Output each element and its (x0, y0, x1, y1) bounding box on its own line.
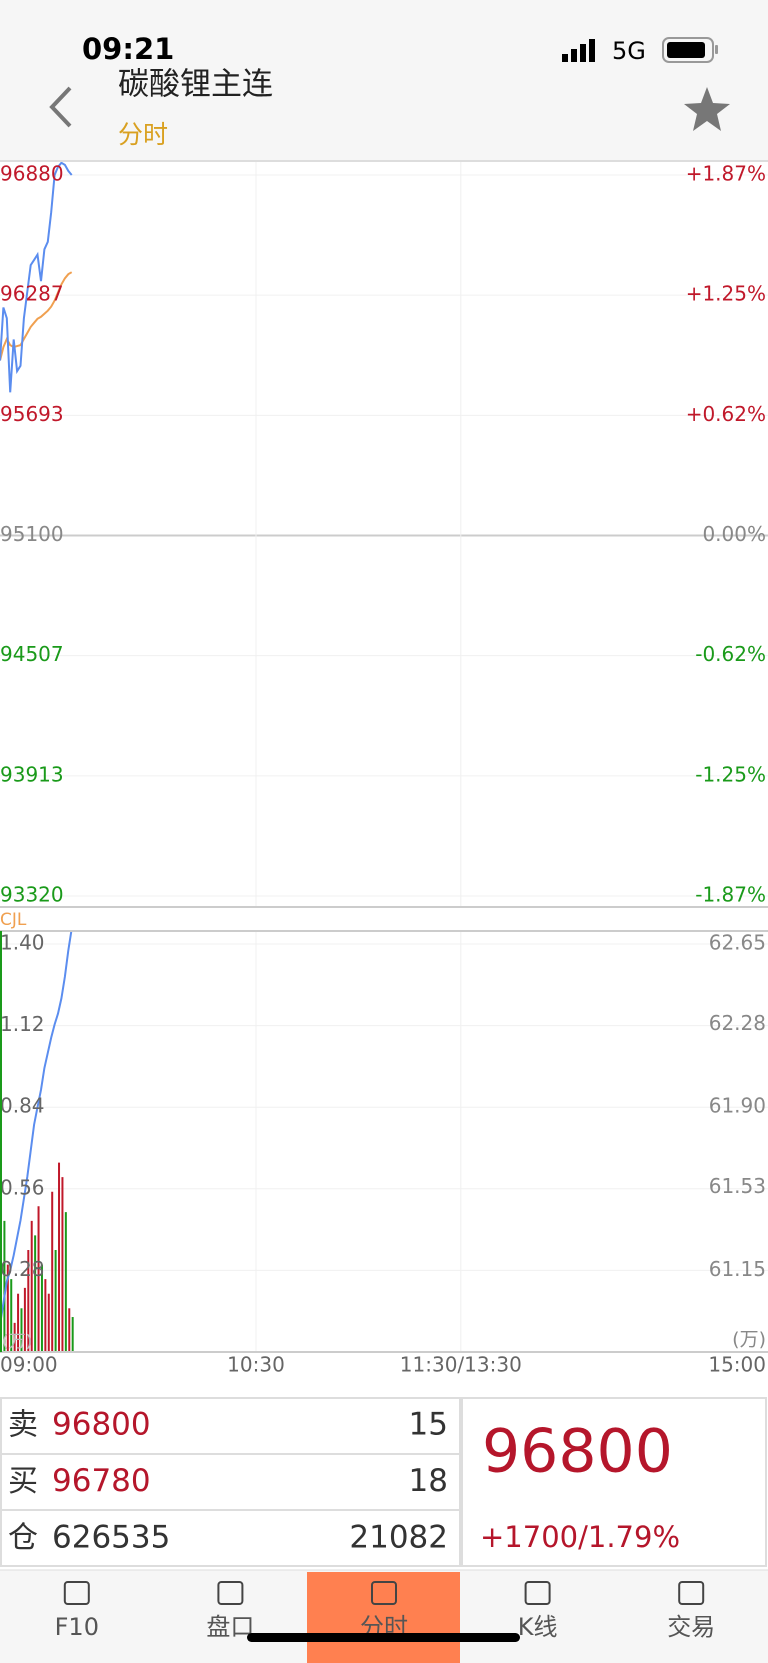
volume-tick-label: 0.28 (0, 1257, 45, 1281)
tab-label: 交易 (667, 1613, 715, 1641)
price-tick-label: 94507 (0, 642, 64, 666)
volume-label: CJL (0, 910, 27, 930)
oi-tick-label: 61.53 (709, 1174, 766, 1198)
quote-price: 96800 (52, 1407, 151, 1443)
pct-tick-label: +1.25% (686, 282, 766, 306)
oi-tick-label: 62.65 (709, 931, 766, 955)
title: 碳酸锂主连 (118, 67, 273, 103)
pct-tick-label: -0.62% (695, 642, 766, 666)
subtitle: 分时 (118, 120, 168, 149)
quote-side: 卖 (8, 1408, 38, 1443)
price-line (0, 162, 73, 393)
tab-icon (217, 1581, 244, 1605)
price-tick-label: 95693 (0, 402, 64, 426)
battery-icon (662, 37, 718, 63)
quote-volume: 18 (409, 1463, 448, 1499)
volume-unit-left: (万) (2, 1332, 32, 1352)
quote-price: 626535 (52, 1520, 170, 1556)
volume-tick-label: 1.12 (0, 1012, 45, 1036)
x-tick-label: 10:30 (227, 1353, 285, 1377)
pct-tick-label: -1.25% (695, 762, 766, 786)
price-tick-label: 93913 (0, 762, 64, 786)
volume-unit: (万) (732, 1329, 766, 1351)
quote: 卖 96800 15 买 96780 18 仓 626535 21082 (8, 1407, 448, 1556)
back-button[interactable] (49, 86, 72, 128)
volume-tick-label: 1.40 (0, 931, 45, 955)
pct-tick-label: -1.87% (695, 883, 766, 907)
favorite-star[interactable] (684, 87, 730, 131)
volume-tick-label: 0.56 (0, 1175, 45, 1199)
tab[interactable]: F10 (55, 1581, 99, 1641)
status-network: 5G (612, 37, 646, 65)
volume-tick-label: 0.84 (0, 1094, 45, 1118)
oi-tick-label: 61.15 (709, 1257, 766, 1281)
quote-volume: 15 (409, 1407, 448, 1443)
x-tick-label: 15:00 (708, 1353, 766, 1377)
grid (0, 162, 768, 1351)
home-indicator (247, 1633, 520, 1642)
status-time: 09:21 (82, 32, 174, 66)
pct-tick-label: +1.87% (686, 162, 766, 186)
tab-icon (63, 1581, 90, 1605)
pct-tick-label: +0.62% (686, 402, 766, 426)
average-line (0, 271, 73, 361)
change: +1700/1.79% (480, 1520, 680, 1554)
active-tab-bg (307, 1572, 460, 1663)
price-tick-label: 95100 (0, 522, 64, 546)
quote-side: 仓 (8, 1521, 38, 1556)
x-tick-label: 11:30/13:30 (400, 1353, 522, 1377)
tab-label: F10 (55, 1613, 99, 1641)
tab-label: 盘口 (206, 1613, 254, 1641)
open-interest-line (0, 931, 73, 1325)
signal-icon (562, 39, 595, 62)
oi-tick-label: 61.90 (709, 1094, 766, 1118)
pct-tick-label: 0.00% (702, 522, 766, 546)
tab[interactable]: 盘口 (206, 1581, 254, 1641)
x-tick-label: 09:00 (0, 1353, 58, 1377)
header-bg (0, 0, 768, 161)
marks (0, 162, 74, 1352)
tab-icon (678, 1581, 705, 1605)
tab[interactable]: 交易 (667, 1581, 715, 1641)
tab-icon (524, 1581, 551, 1605)
tab-label: K线 (518, 1613, 558, 1641)
price-tick-label: 96287 (0, 282, 64, 306)
tab[interactable]: K线 (518, 1581, 558, 1641)
tab-icon (371, 1581, 397, 1605)
labels: 96880 +1.87% 96287 +1.25% 95693 +0.62% 95100 0.… (0, 162, 766, 1377)
price-tick-label: 93320 (0, 883, 64, 907)
quote-side: 买 (8, 1464, 38, 1499)
last-price: 96800 (482, 1417, 673, 1487)
price-tick-label: 96880 (0, 162, 64, 186)
quote-volume: 21082 (349, 1520, 448, 1556)
oi-tick-label: 62.28 (709, 1011, 766, 1035)
quote-panel (0, 1397, 767, 1567)
quote-price: 96780 (52, 1463, 151, 1499)
